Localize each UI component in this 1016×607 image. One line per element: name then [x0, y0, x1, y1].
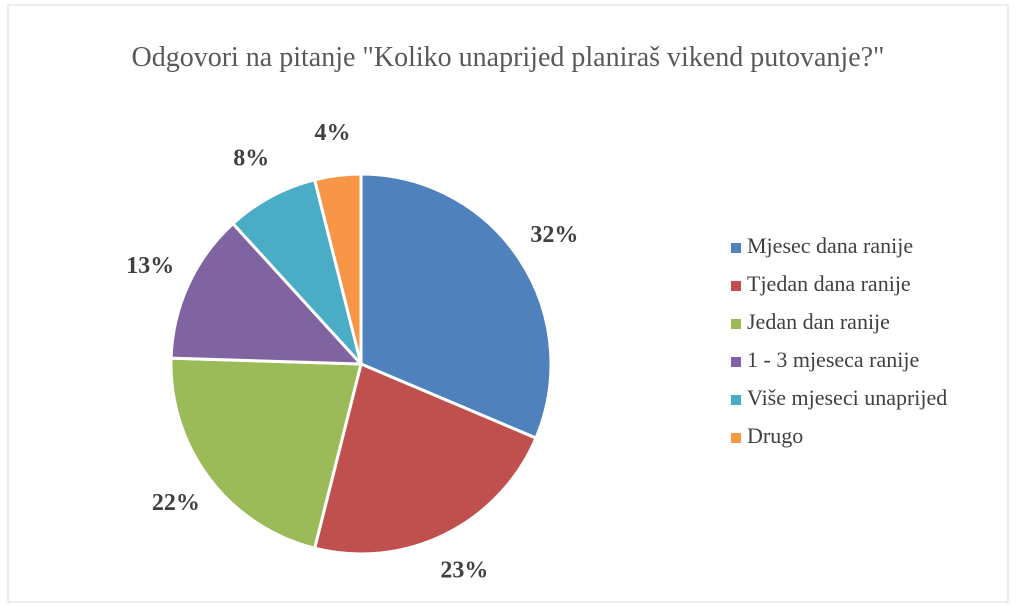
legend-swatch: [731, 357, 741, 367]
data-label: 4%: [314, 119, 350, 145]
legend-swatch: [731, 243, 741, 253]
legend-swatch: [731, 319, 741, 329]
pie-slice: [312, 172, 363, 365]
legend-swatch: [731, 433, 741, 443]
pie-slice: [169, 356, 363, 551]
data-label: 22%: [152, 489, 200, 515]
data-label-unit: %: [176, 489, 200, 515]
data-label-value: 8: [233, 145, 245, 171]
pie-slice: [359, 172, 553, 441]
data-label-value: 13: [126, 253, 150, 279]
legend-swatch: [731, 281, 741, 291]
legend-swatch: [731, 395, 741, 405]
data-label-unit: %: [245, 145, 269, 171]
data-label-unit: %: [554, 221, 578, 247]
data-label-unit: %: [464, 557, 488, 583]
legend-label: Drugo: [747, 423, 803, 448]
data-label-value: 32: [530, 221, 554, 247]
data-label: 8%: [233, 145, 269, 171]
data-label-value: 22: [152, 489, 176, 515]
legend-label: 1 - 3 mjeseca ranije: [747, 347, 919, 372]
legend-label: Više mjeseci unaprijed: [747, 385, 947, 410]
data-label-unit: %: [326, 119, 350, 145]
pie-slice: [230, 177, 363, 366]
legend-label: Tjedan dana ranije: [747, 271, 911, 296]
pie-slice: [312, 361, 538, 556]
chart-title: Odgovori na pitanje "Koliko unaprijed pl…: [131, 42, 885, 73]
data-label: 13%: [126, 253, 174, 279]
data-label-value: 4: [314, 119, 326, 145]
data-label: 32%: [530, 221, 578, 247]
pie-slice: [169, 221, 365, 366]
data-label-unit: %: [150, 253, 174, 279]
legend-label: Jedan dan ranije: [747, 309, 890, 334]
legend-label: Mjesec dana ranije: [747, 233, 913, 258]
data-label: 23%: [440, 557, 488, 583]
data-label-value: 23: [440, 557, 464, 583]
